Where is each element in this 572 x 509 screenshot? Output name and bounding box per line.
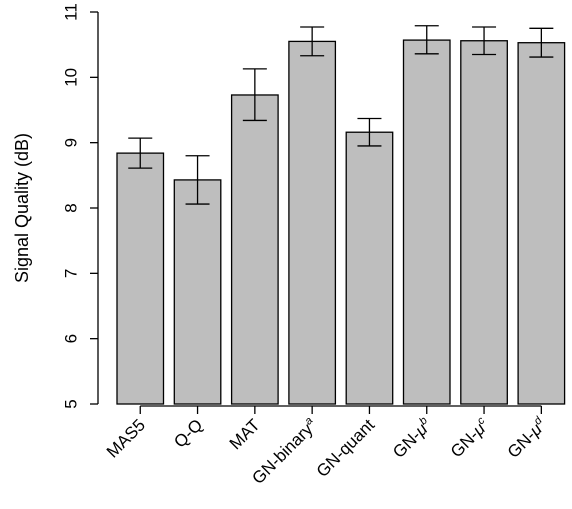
y-tick-label: 5 xyxy=(61,399,80,408)
x-tick-label: GN-μd xyxy=(503,414,551,462)
bar xyxy=(345,131,394,405)
bar xyxy=(517,42,566,405)
x-tick-label: GN-quant xyxy=(313,415,379,481)
bar xyxy=(288,40,337,405)
bar xyxy=(116,152,165,405)
x-tick-label: GN-μb xyxy=(388,415,435,462)
y-axis-label: Signal Quality (dB) xyxy=(12,133,32,283)
bar xyxy=(402,39,451,405)
error-bars xyxy=(128,25,554,205)
x-tick-label: MAS5 xyxy=(103,415,149,461)
bar xyxy=(230,94,279,405)
y-tick-label: 11 xyxy=(61,3,80,21)
bars xyxy=(116,39,566,405)
y-axis: 5 6 7 8 9 10 11 xyxy=(61,3,99,409)
bar xyxy=(460,40,508,405)
y-tick-label: 8 xyxy=(61,203,80,212)
x-tick-label: Q-Q xyxy=(170,415,206,451)
y-tick-label: 7 xyxy=(61,269,80,278)
x-tick-label: MAT xyxy=(226,415,264,453)
y-tick-label: 9 xyxy=(61,138,80,147)
x-tick-label: GN-μc xyxy=(446,414,493,461)
y-tick-label: 10 xyxy=(61,68,80,87)
bar xyxy=(173,179,222,405)
y-tick-label: 6 xyxy=(61,334,80,343)
